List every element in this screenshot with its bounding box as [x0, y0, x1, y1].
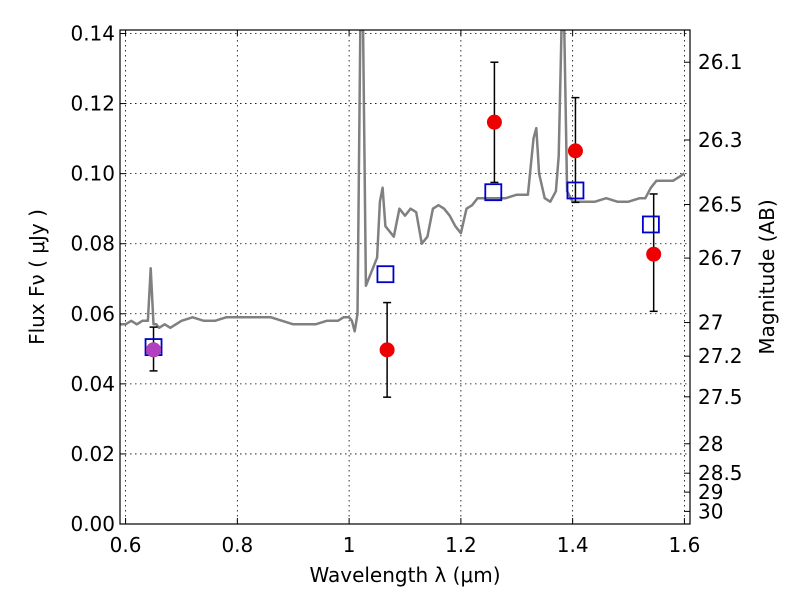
- y2-tick-label: 28.5: [698, 461, 743, 485]
- y2-tick-label: 26.1: [698, 50, 743, 74]
- data-layer: [120, 30, 686, 398]
- x-tick-label: 1.4: [557, 533, 589, 557]
- y-tick-label: 0.12: [70, 92, 115, 116]
- model-square-point: [566, 181, 585, 200]
- y-tick-label: 0.14: [70, 22, 115, 46]
- y2-tick-label: 29: [698, 480, 723, 504]
- model-spectrum-line: [120, 30, 686, 333]
- y2-tick-label: 27.5: [698, 385, 743, 409]
- plot-frame: [119, 29, 691, 525]
- highlight-point: [146, 342, 162, 358]
- y-tick-label: 0.10: [70, 162, 115, 186]
- x-tick-label: 1.6: [669, 533, 701, 557]
- observed-flux-point: [646, 246, 662, 262]
- y-tick-label: 0.02: [70, 442, 115, 466]
- y2-tick-label: 30: [698, 499, 723, 523]
- x-tick-label: 1: [343, 533, 356, 557]
- y-tick-label: 0.04: [70, 372, 115, 396]
- observed-flux-point: [486, 114, 502, 130]
- y-axis-label: Flux Fν ( μJy ): [25, 209, 49, 345]
- model-square-point: [641, 215, 660, 234]
- y2-tick-label: 27.2: [698, 344, 743, 368]
- model-square-point: [376, 265, 395, 284]
- x-tick-label: 0.6: [110, 533, 142, 557]
- y-tick-label: 0.08: [70, 232, 115, 256]
- grid-layer: [120, 30, 690, 525]
- y2-axis-label: Magnitude (AB): [755, 199, 779, 354]
- y-tick-label: 0.00: [70, 512, 115, 536]
- y2-tick-label: 26.7: [698, 246, 743, 270]
- y2-tick-label: 26.5: [698, 192, 743, 216]
- observed-flux-point: [379, 342, 395, 358]
- tick-layer: 0.6 0.8 1 1.2 1.4 1.6 0.00 0.02 0.04 0.06 0.08 0.10…: [70, 22, 742, 557]
- x-tick-label: 1.2: [445, 533, 477, 557]
- observed-flux-point: [567, 143, 583, 159]
- y-tick-label: 0.06: [70, 302, 115, 326]
- y2-tick-label: 28: [698, 432, 723, 456]
- y2-tick-label: 26.3: [698, 128, 743, 152]
- x-axis-label: Wavelength λ (μm): [309, 563, 500, 587]
- x-tick-label: 0.8: [221, 533, 253, 557]
- model-square-point: [484, 183, 503, 202]
- y2-tick-label: 27: [698, 311, 723, 335]
